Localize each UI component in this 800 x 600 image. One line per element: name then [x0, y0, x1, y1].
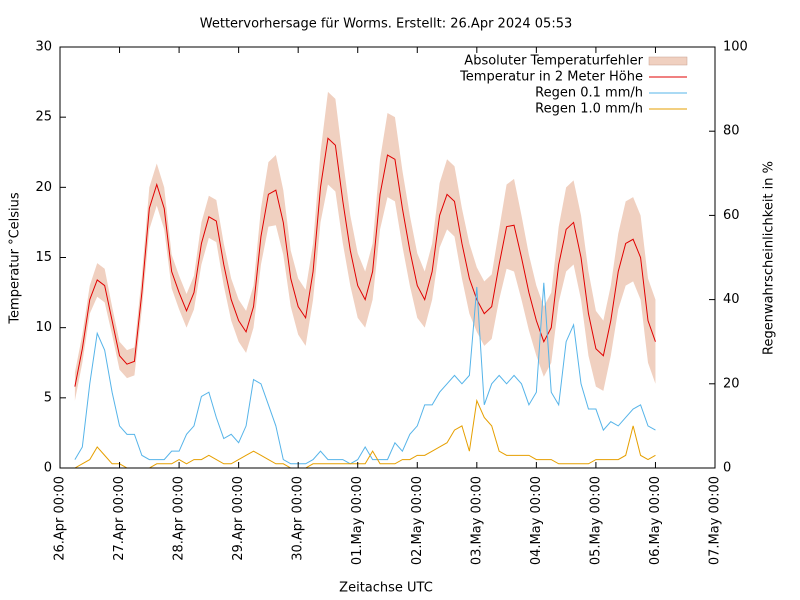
series-line [74, 398, 656, 469]
legend-label: Temperatur in 2 Meter Höhe [459, 70, 643, 85]
x-tick-label: 26.Apr 00:00 [53, 476, 68, 561]
series-line [74, 137, 656, 387]
y2-tick-label: 20 [723, 376, 740, 391]
x-tick-label: 01.May 00:00 [350, 476, 365, 565]
x-tick-label: 30.Apr 00:00 [291, 476, 306, 561]
error-band [74, 91, 656, 401]
legend-label: Regen 0.1 mm/h [535, 86, 643, 101]
legend-label: Regen 1.0 mm/h [535, 102, 643, 117]
y-tick-label: 0 [44, 461, 52, 476]
chart-title: Wettervorhersage für Worms. Erstellt: 26… [200, 17, 573, 32]
y-axis-label: Temperatur °Celsius [8, 192, 23, 325]
x-tick-label: 27.Apr 00:00 [112, 476, 127, 561]
y2-tick-label: 0 [723, 461, 731, 476]
y-tick-label: 10 [35, 320, 52, 335]
x-tick-label: 29.Apr 00:00 [231, 476, 246, 561]
y-tick-label: 5 [44, 390, 52, 405]
x-axis-label: Zeitachse UTC [339, 581, 433, 596]
x-tick-label: 28.Apr 00:00 [172, 476, 187, 561]
x-tick-label: 03.May 00:00 [469, 476, 484, 565]
x-tick-label: 02.May 00:00 [410, 476, 425, 565]
plot-area [74, 91, 656, 469]
x-tick-label: 06.May 00:00 [648, 476, 663, 565]
x-tick-label: 04.May 00:00 [529, 476, 544, 565]
x-tick-label: 07.May 00:00 [708, 476, 723, 565]
y-tick-label: 20 [35, 180, 52, 195]
y2-tick-label: 40 [723, 292, 740, 307]
legend-label: Absoluter Temperaturfehler [464, 54, 643, 69]
y-tick-label: 25 [35, 110, 52, 125]
y2-axis-label: Regenwahrscheinlichkeit in % [762, 161, 777, 355]
y2-tick-label: 100 [723, 40, 748, 55]
series-line [74, 282, 656, 465]
y2-tick-label: 60 [723, 208, 740, 223]
legend-swatch [648, 56, 688, 66]
y-tick-label: 15 [35, 250, 52, 265]
y-tick-label: 30 [35, 40, 52, 55]
x-tick-label: 05.May 00:00 [588, 476, 603, 565]
y2-tick-label: 80 [723, 124, 740, 139]
